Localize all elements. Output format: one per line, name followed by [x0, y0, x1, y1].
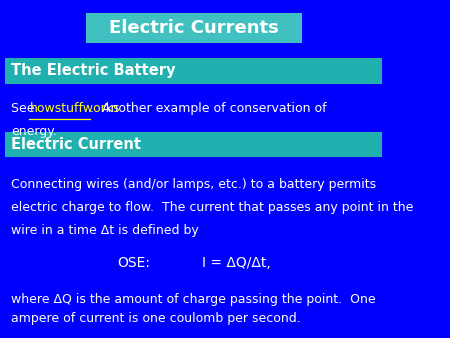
Text: .  Another example of conservation of: . Another example of conservation of: [90, 102, 327, 115]
Text: The Electric Battery: The Electric Battery: [11, 64, 176, 78]
Text: howstuffworks: howstuffworks: [30, 102, 120, 115]
Text: I = ΔQ/Δt,: I = ΔQ/Δt,: [202, 256, 270, 270]
FancyBboxPatch shape: [5, 58, 382, 83]
Text: wire in a time Δt is defined by: wire in a time Δt is defined by: [11, 224, 199, 237]
Text: See: See: [11, 102, 39, 115]
Text: Electric Currents: Electric Currents: [109, 19, 279, 37]
Text: energy.: energy.: [11, 125, 57, 138]
Text: OSE:: OSE:: [117, 256, 150, 270]
FancyBboxPatch shape: [5, 132, 382, 157]
Text: where ΔQ is the amount of charge passing the point.  One
ampere of current is on: where ΔQ is the amount of charge passing…: [11, 293, 376, 325]
Text: Electric Current: Electric Current: [11, 137, 141, 152]
Text: Connecting wires (and/or lamps, etc.) to a battery permits: Connecting wires (and/or lamps, etc.) to…: [11, 178, 376, 191]
FancyBboxPatch shape: [86, 13, 302, 43]
Text: electric charge to flow.  The current that passes any point in the: electric charge to flow. The current tha…: [11, 201, 414, 214]
